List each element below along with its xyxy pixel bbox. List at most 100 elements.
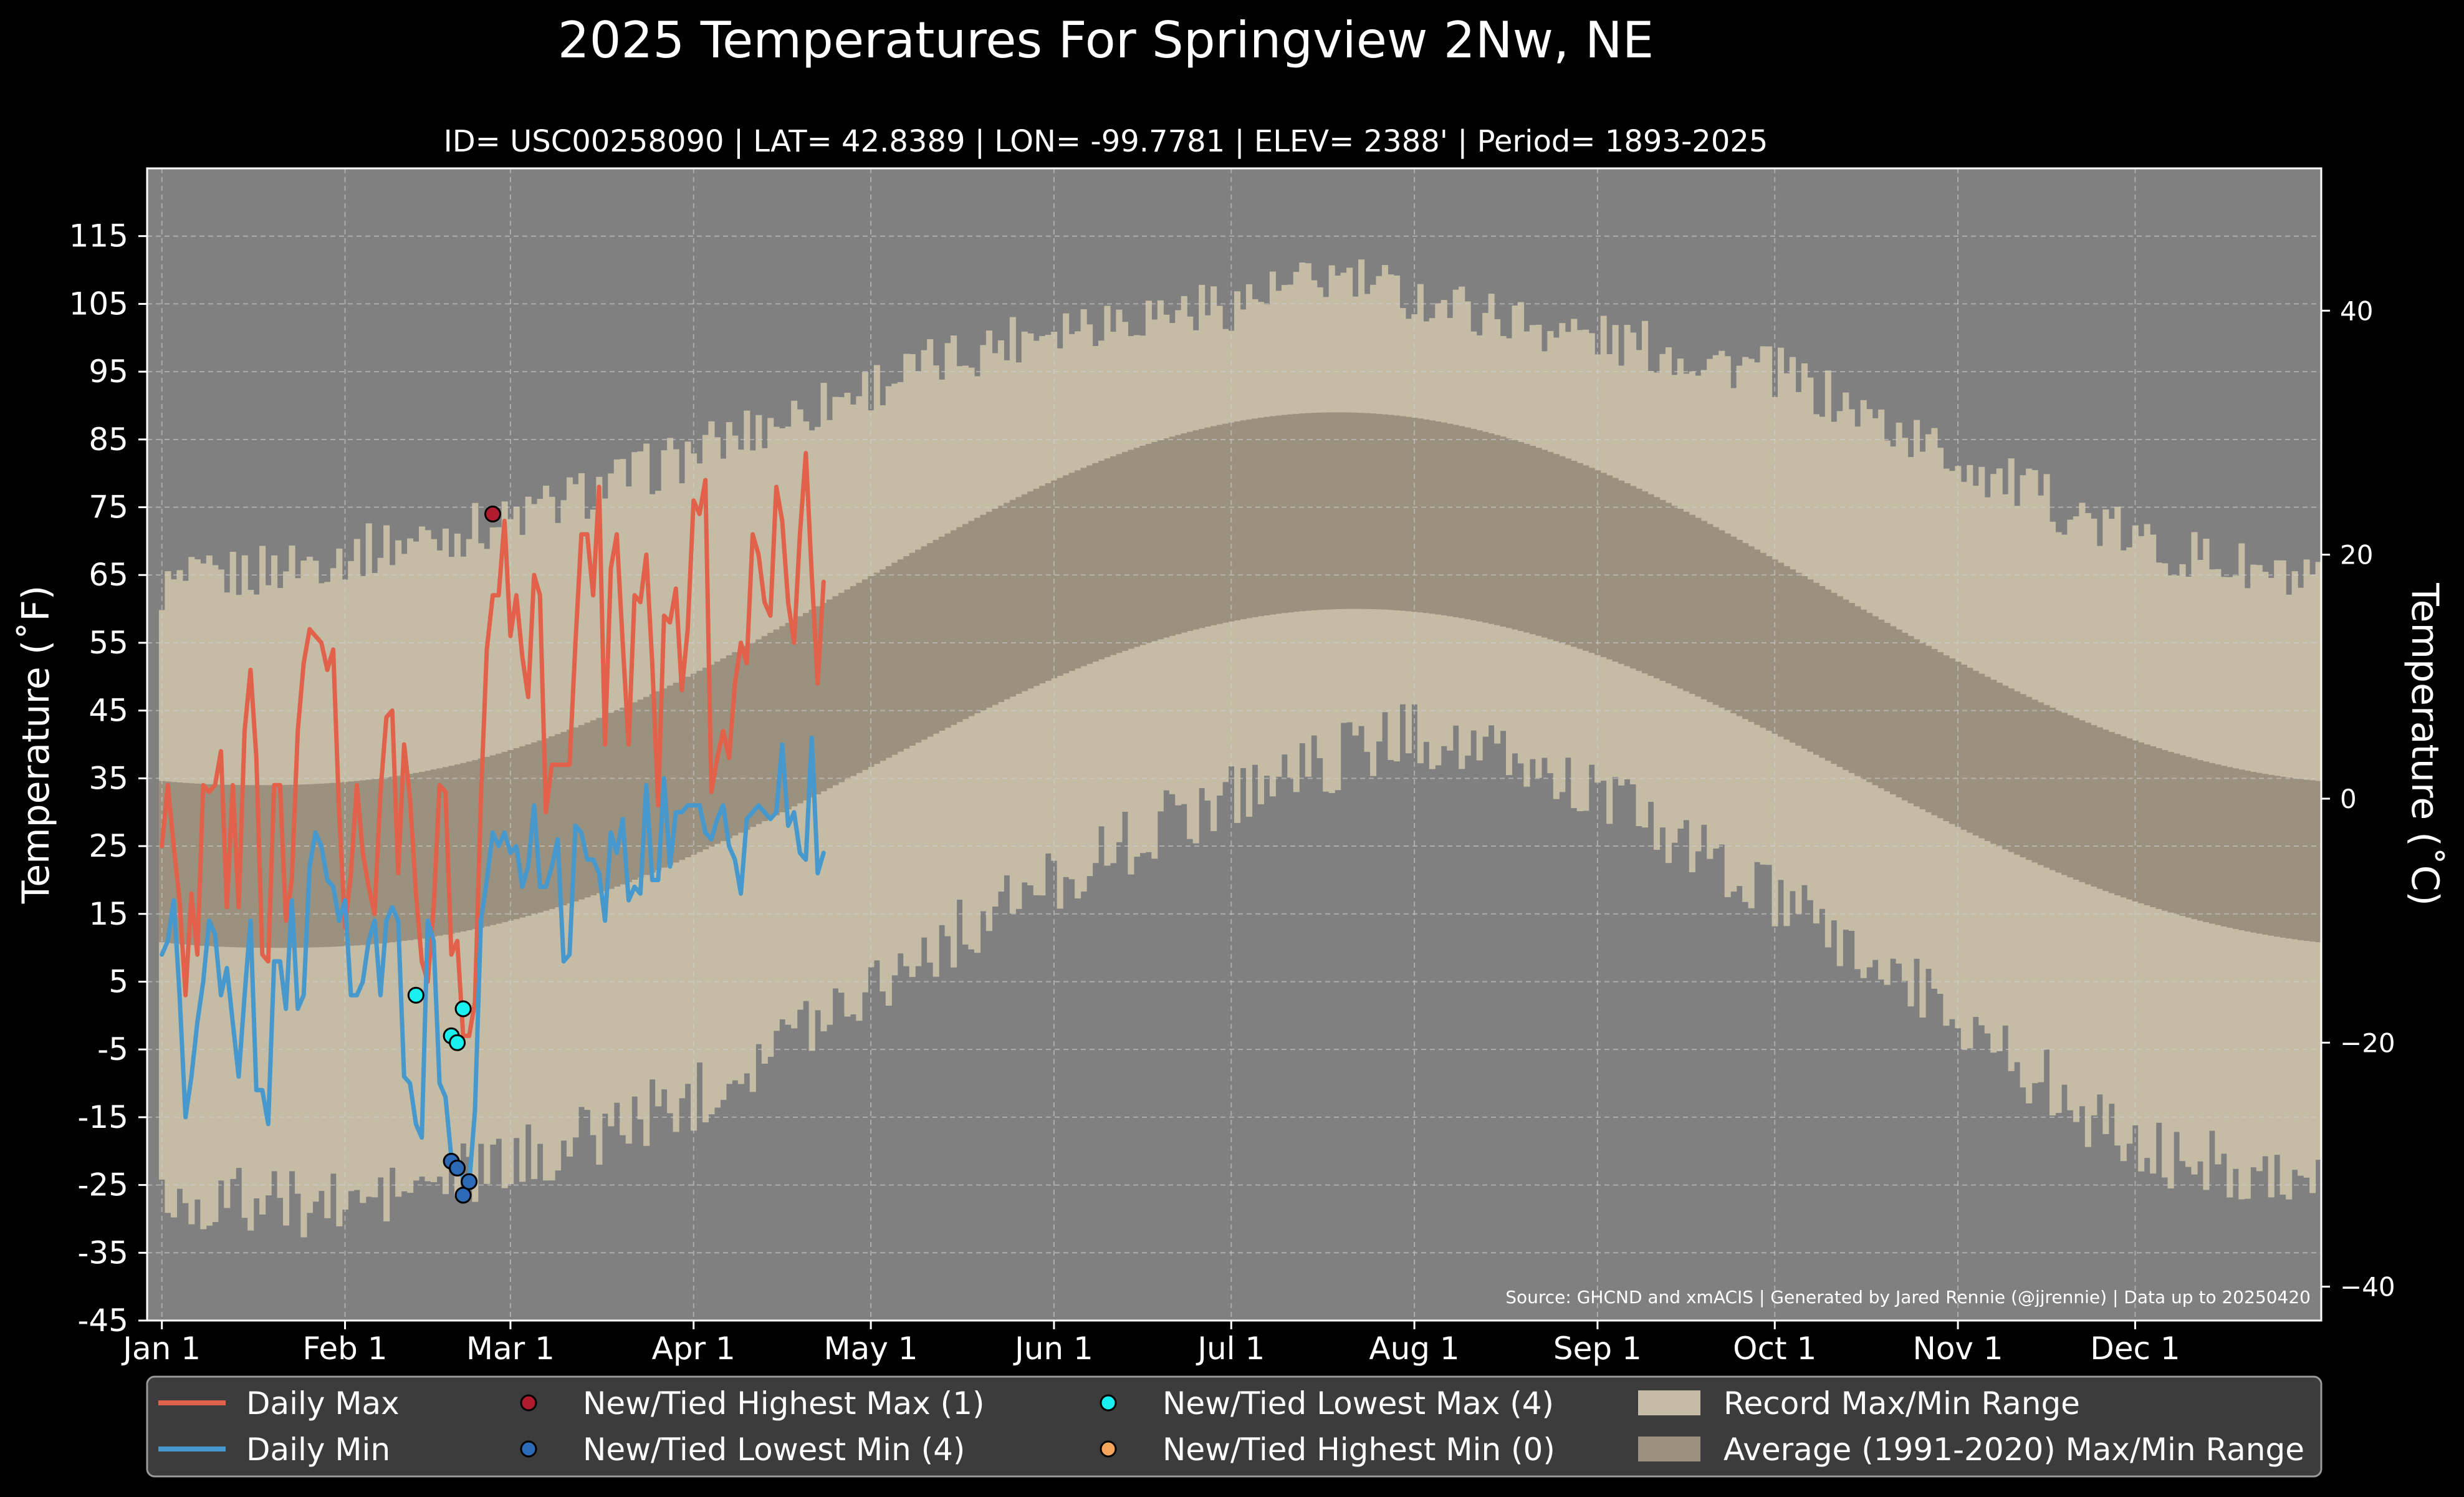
average-range-bar [2268,774,2275,936]
average-range-bar [1234,421,1241,620]
average-range-bar [1984,676,1991,841]
average-range-bar [1075,470,1081,669]
average-range-bar [336,782,343,946]
average-range-bar [1600,473,1607,658]
y-tick-label: -35 [77,1235,128,1271]
average-range-bar [1275,415,1282,614]
average-range-bar [188,783,195,945]
average-range-bar [1512,440,1518,630]
y-tick-label: 55 [89,625,128,661]
average-range-bar [1057,478,1063,676]
average-range-bar [2179,755,2186,917]
average-range-bar [897,559,904,752]
average-range-bar [2191,758,2198,920]
y-axis-left-label: Temperature (˚F) [14,585,58,904]
average-range-bar [608,713,615,889]
average-range-bar [1151,441,1158,642]
average-range-bar [259,785,266,948]
average-range-bar [1996,682,2003,847]
average-range-bar [2096,727,2103,889]
average-range-bar [2073,718,2079,880]
average-range-bar [915,549,922,743]
average-range-bar [856,582,863,773]
average-range-bar [1240,420,1247,620]
average-range-bar [1730,536,1737,713]
average-range-bar [389,776,396,943]
average-range-bar [1482,431,1489,623]
average-range-bar [744,645,750,830]
x-tick-label: Aug 1 [1369,1331,1459,1367]
average-range-bar [2238,769,2245,930]
average-range-bar [377,778,384,944]
average-range-bar [791,619,798,807]
average-range-bar [679,680,686,860]
source-note: Source: GHCND and xmACIS | Generated by … [1505,1287,2311,1307]
average-range-bar [1346,412,1353,609]
average-range-bar [1990,680,1997,844]
average-range-bar [1618,480,1625,664]
y-right-tick-label: −40 [2340,1272,2395,1302]
average-range-bar [2031,700,2038,863]
plot-frame [146,167,2323,1322]
average-range-bar [1145,443,1152,643]
average-range-bar [318,783,325,948]
average-range-bar [1263,416,1270,615]
average-range-bar [1311,413,1318,610]
average-range-bar [2203,761,2210,923]
average-range-bar [1588,468,1595,653]
legend-label: New/Tied Highest Max (1) [583,1385,985,1422]
average-range-bar [2055,710,2062,873]
average-range-bar [1293,413,1300,612]
average-range-bar [584,723,591,898]
average-range-bar [2185,757,2192,918]
x-tick-label: Oct 1 [1733,1331,1816,1367]
average-range-bar [1222,423,1229,623]
average-range-bar [1027,491,1034,689]
legend-swatch-marker [1100,1440,1117,1458]
average-range-bar [2256,773,2263,934]
average-range-bar [1949,658,1955,824]
average-range-bar [1653,497,1661,678]
x-tick-label: Jan 1 [121,1331,201,1367]
average-range-bar [1328,412,1335,610]
average-range-bar [1671,506,1678,686]
average-range-bar [1393,415,1400,610]
average-range-bar [1517,441,1525,632]
average-range-bar [1736,539,1743,716]
legend-item: New/Tied Lowest Min (4) [520,1432,965,1468]
average-range-bar [2303,779,2310,941]
average-range-bar [401,774,408,941]
average-range-bar [1417,418,1424,613]
average-range-bar [891,562,898,755]
average-range-bar [572,727,579,902]
average-range-bar [1352,412,1359,609]
average-range-bar [1004,503,1010,700]
average-range-bar [182,782,189,945]
average-range-bar [1583,465,1589,651]
average-range-bar [194,783,201,946]
average-range-bar [2262,774,2269,935]
average-range-bar [1943,655,1950,821]
average-range-bar [2114,734,2121,895]
average-range-bar [2002,685,2009,850]
average-range-bar [1441,422,1447,615]
chart-subtitle: ID= USC00258090 | LAT= 42.8389 | LON= -9… [444,124,1768,159]
average-range-bar [1323,412,1330,610]
y-tick-label: -15 [77,1099,128,1135]
average-range-bar [1287,414,1294,613]
average-range-bar [1128,450,1134,649]
y-tick-label: -25 [77,1167,128,1203]
average-range-bar [2150,746,2157,907]
average-range-bar [997,506,1004,702]
average-range-bar [2155,748,2162,909]
legend-item: Daily Max [158,1385,400,1422]
average-range-bar [773,629,780,816]
average-range-bar [868,575,875,768]
average-range-bar [1121,451,1128,651]
average-range-bar [1801,575,1808,749]
legend-label: Daily Max [246,1385,400,1422]
average-range-bar [241,785,248,948]
average-range-bar [1972,670,1979,835]
average-range-bar [1831,592,1838,764]
